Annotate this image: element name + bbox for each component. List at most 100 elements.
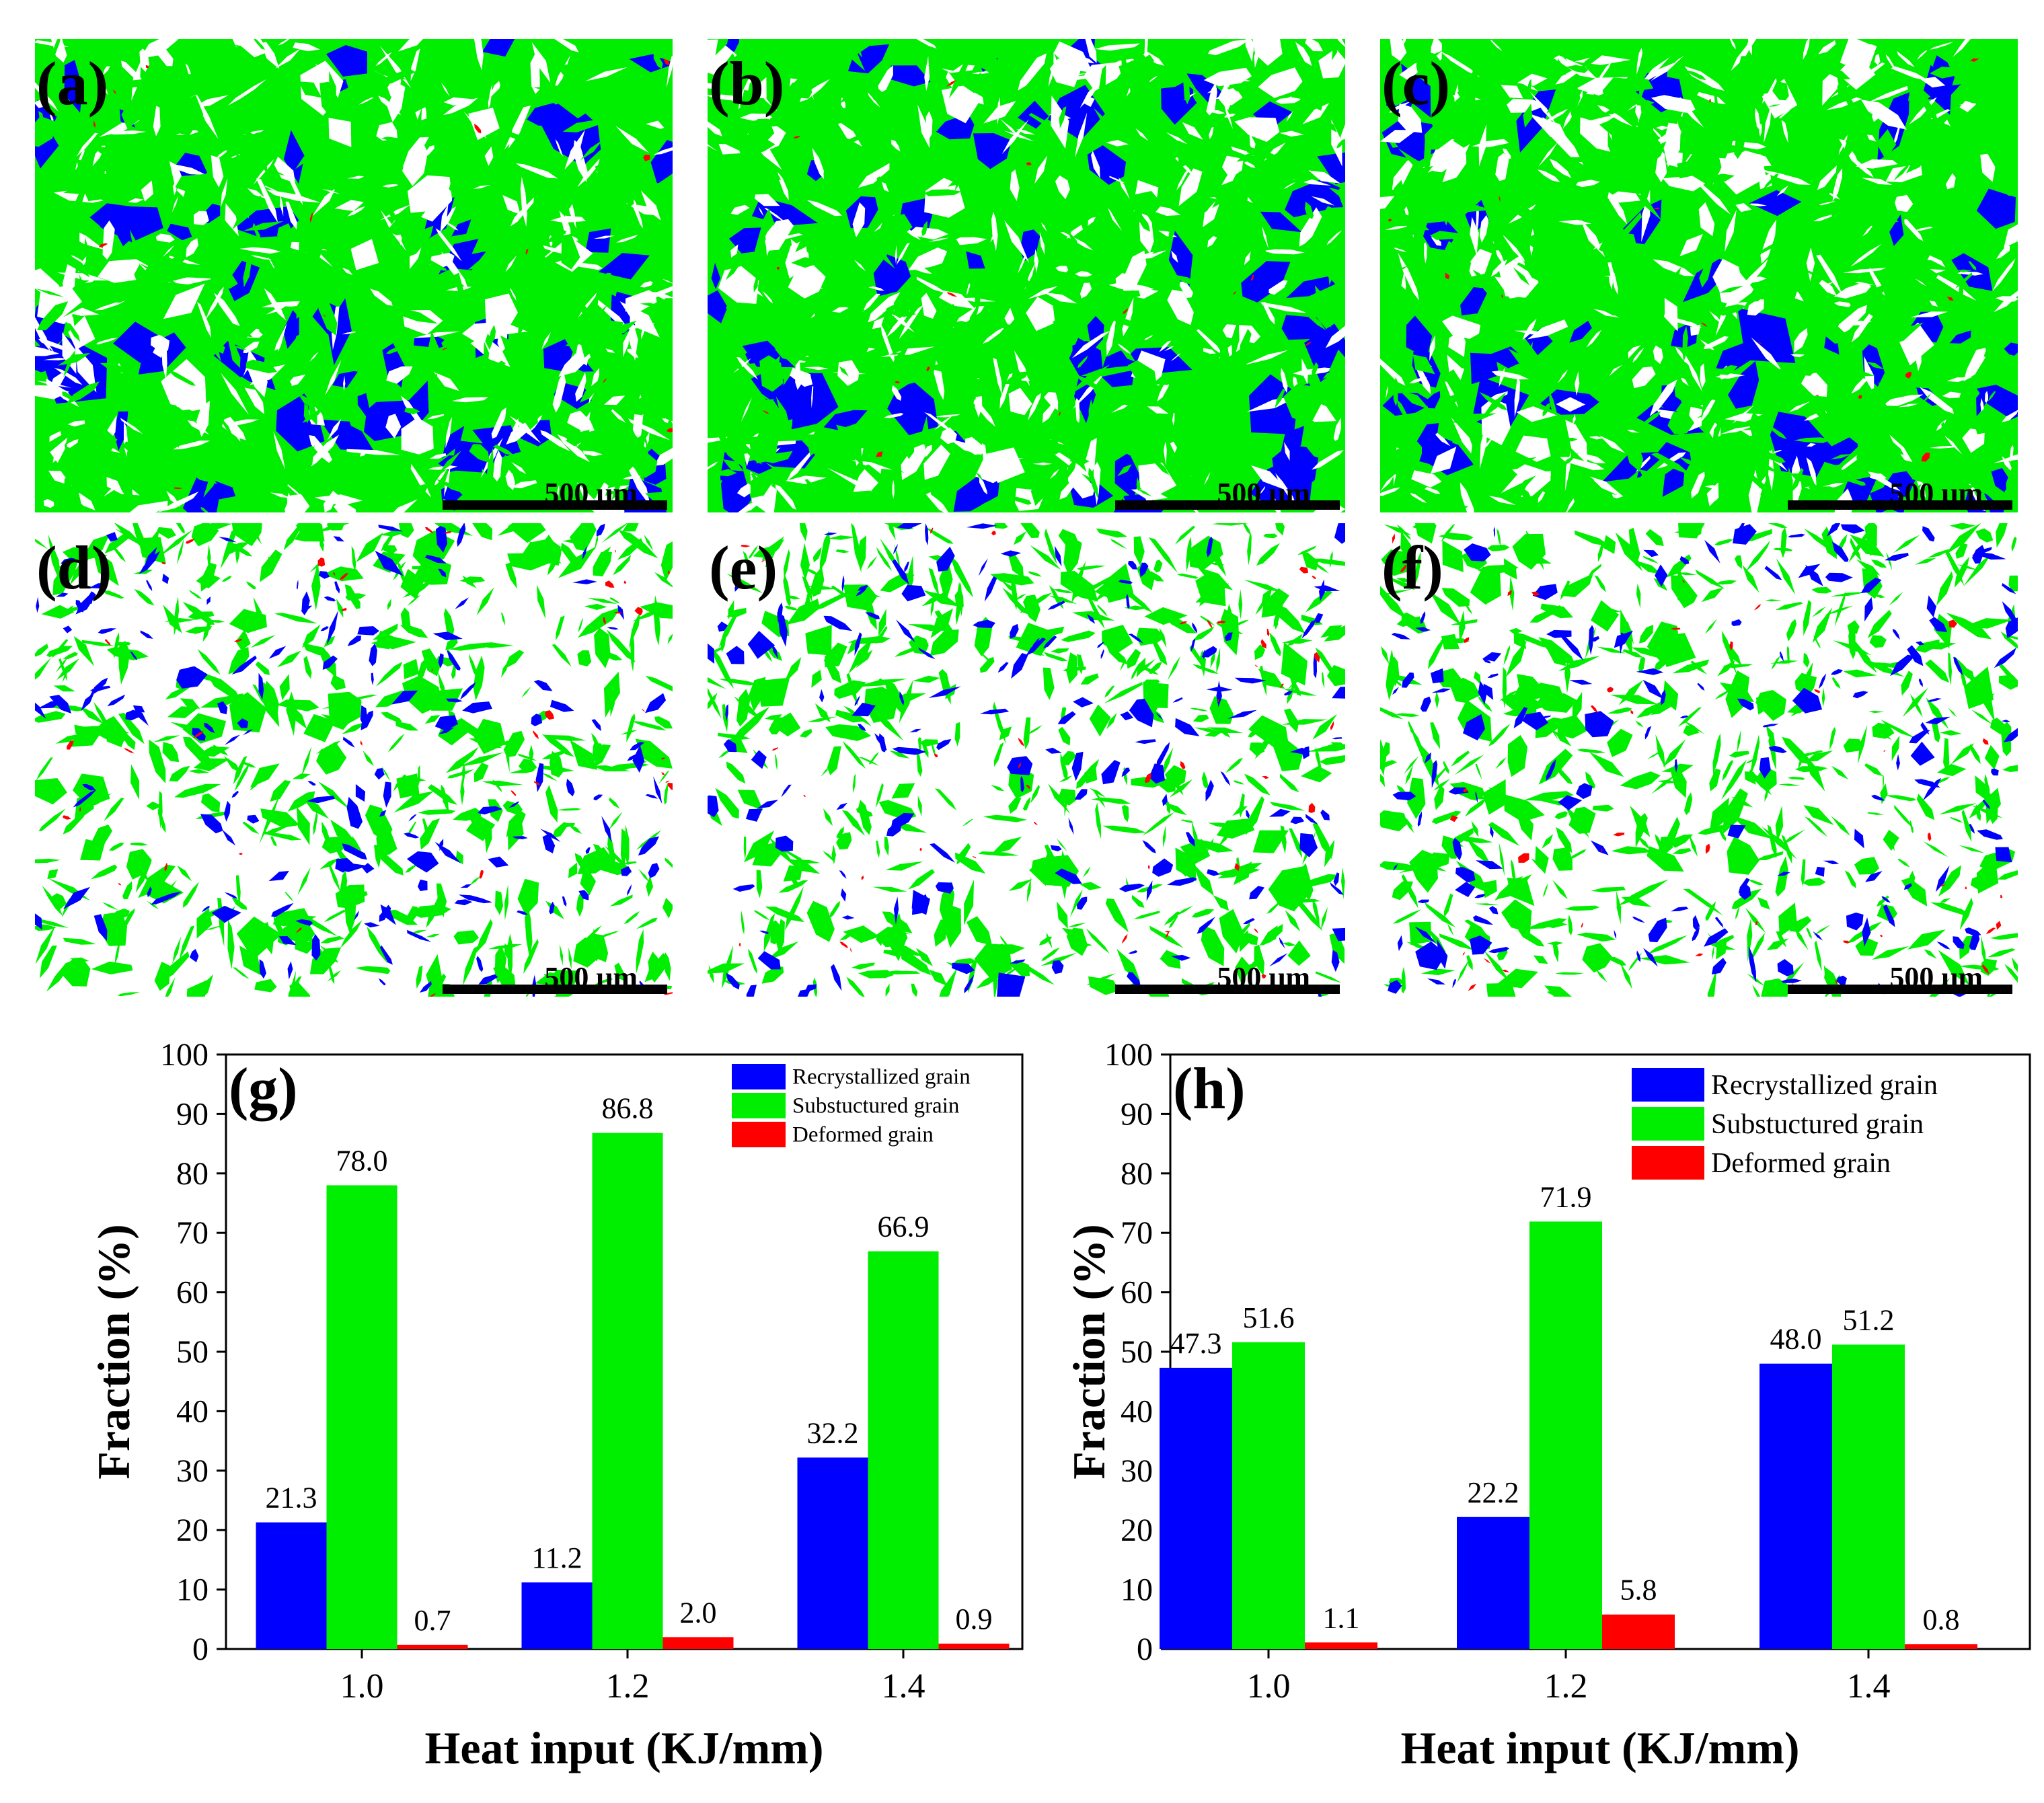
grain (1946, 377, 1973, 383)
grain (287, 921, 315, 943)
grain (1885, 54, 1896, 70)
grain (1749, 880, 1764, 886)
grain (663, 59, 670, 66)
grain (595, 426, 638, 443)
grain (1847, 620, 1860, 634)
grain (936, 739, 952, 751)
grain (1918, 679, 1923, 687)
grain (35, 100, 48, 108)
grain (725, 704, 728, 722)
grain (1780, 527, 1787, 558)
grain (1503, 645, 1511, 666)
grain (270, 780, 291, 802)
grain (55, 732, 85, 744)
grain (1205, 779, 1214, 802)
grain (1731, 796, 1753, 808)
grain (1004, 307, 1015, 327)
grain (89, 724, 130, 739)
grain (1718, 150, 1767, 195)
grain (1314, 185, 1343, 208)
grain (1816, 254, 1844, 297)
grain (106, 159, 148, 178)
grain (1053, 588, 1074, 594)
grain (1117, 489, 1125, 501)
grain (1392, 881, 1413, 900)
grain (1143, 50, 1165, 66)
grain (605, 580, 615, 588)
grain (622, 445, 658, 478)
grain (545, 734, 586, 741)
grain (138, 864, 176, 898)
grain (1926, 698, 1942, 702)
grain (166, 369, 196, 386)
grain (1504, 794, 1545, 822)
grain (1325, 325, 1345, 348)
grain (1713, 39, 1718, 60)
grain (626, 203, 659, 216)
grain (928, 686, 961, 698)
grain (1988, 391, 1996, 401)
grain (296, 579, 299, 590)
grain (1034, 155, 1048, 184)
grain (1735, 555, 1743, 569)
grain (1475, 763, 1482, 780)
grain (324, 636, 336, 648)
grain (1116, 948, 1140, 981)
grain (1398, 866, 1423, 874)
grain (319, 857, 341, 870)
grain (407, 175, 453, 222)
grain (1742, 564, 1759, 593)
grain (191, 523, 219, 547)
grain (730, 198, 746, 206)
grain (155, 406, 187, 432)
grain (282, 310, 299, 349)
grain (161, 562, 166, 565)
bar (592, 1133, 663, 1649)
grain (1421, 968, 1455, 976)
grain (1645, 529, 1664, 546)
grain (1433, 779, 1450, 791)
grain (1720, 106, 1757, 141)
grain (93, 436, 116, 455)
grain (1884, 553, 1909, 561)
grain (520, 176, 527, 227)
grain (1589, 752, 1624, 777)
grain (1540, 715, 1551, 718)
grain (738, 137, 775, 157)
grain (1077, 565, 1106, 571)
grain (1395, 713, 1421, 717)
grain (1221, 438, 1240, 449)
grain (339, 870, 348, 903)
grain (1529, 58, 1540, 71)
grain (545, 229, 567, 243)
grain (1867, 812, 1885, 815)
grain (717, 621, 728, 632)
grain (1067, 467, 1095, 499)
grain (1127, 360, 1157, 386)
grain (412, 566, 430, 570)
grain (324, 451, 363, 487)
grain (1856, 438, 1867, 471)
grain (1809, 391, 1832, 430)
grain (668, 570, 670, 575)
grain (1332, 687, 1345, 699)
grain (169, 416, 189, 431)
grain (1976, 856, 1999, 894)
grain (1483, 683, 1494, 700)
grain (500, 335, 527, 368)
grain (1620, 609, 1632, 656)
grain (381, 766, 391, 782)
grain (1254, 928, 1258, 933)
grain (1470, 566, 1501, 605)
grain (1821, 527, 1837, 560)
grain (1392, 909, 1422, 924)
grain (445, 746, 479, 773)
grain (1580, 117, 1612, 153)
grain (1008, 387, 1032, 416)
grain (733, 358, 751, 373)
grain (1459, 610, 1466, 644)
grain (133, 705, 149, 726)
grain (440, 203, 449, 233)
grain (439, 839, 444, 851)
grain (1262, 776, 1269, 779)
